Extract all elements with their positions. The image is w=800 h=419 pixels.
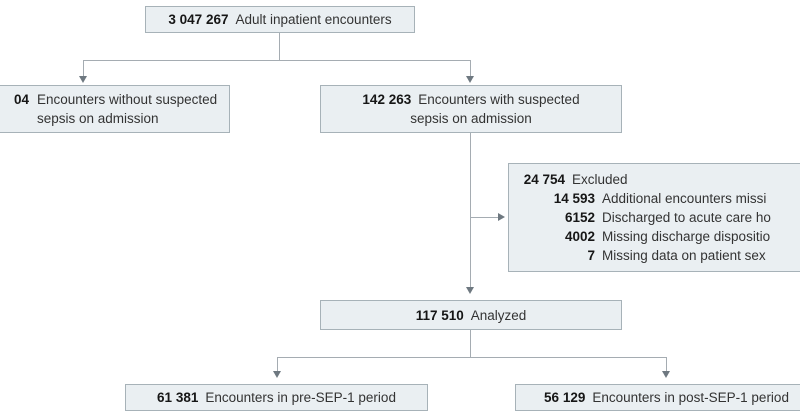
label-excluded: Excluded [572, 172, 628, 187]
connector-right-drop [470, 60, 471, 76]
label-with-suspected-sepsis-line2: sepsis on admission [410, 111, 532, 126]
box-post-sep1-period: 56 129 Encounters in post-SEP-1 period [515, 384, 800, 411]
connector-sepsis-to-analyzed [470, 133, 471, 287]
excluded-item-row: 14 593 Additional encounters missi [517, 189, 800, 208]
count-analyzed: 117 510 [415, 307, 464, 323]
count-post-sep1: 56 129 [544, 390, 586, 405]
box-with-suspected-sepsis: 142 263 Encounters with suspected sepsis… [320, 85, 622, 133]
box-analyzed: 117 510 Analyzed [320, 300, 622, 330]
count-missing-encounters: 14 593 [553, 191, 595, 206]
label-analyzed: Analyzed [470, 307, 527, 323]
label-missing-disposition: Missing discharge dispositio [602, 229, 771, 244]
connector-pre-drop [277, 357, 278, 371]
box-adult-inpatient-encounters: 3 047 267 Adult inpatient encounters [145, 6, 415, 33]
connector-top-stem [279, 33, 280, 60]
arrowhead-down-icon [466, 76, 474, 83]
excluded-item-row: 7 Missing data on patient sex [517, 246, 800, 265]
arrowhead-down-icon [466, 287, 474, 294]
connector-left-drop [83, 60, 84, 76]
count-missing-sex: 7 [587, 248, 595, 263]
label-adult-inpatient: Adult inpatient encounters [235, 12, 392, 27]
excluded-item-row: 4002 Missing discharge dispositio [517, 227, 800, 246]
connector-post-drop [666, 357, 667, 371]
count-discharged-acute: 6152 [564, 210, 595, 225]
label-post-sep1: Encounters in post-SEP-1 period [592, 390, 789, 405]
count-pre-sep1: 61 381 [157, 390, 199, 405]
excluded-header-row: 24 754 Excluded [517, 170, 800, 189]
box-excluded: 24 754 Excluded 14 593 Additional encoun… [508, 163, 800, 272]
label-without-suspected-sepsis: Encounters without suspected sepsis on ad… [37, 92, 218, 126]
count-adult-inpatient: 3 047 267 [168, 12, 229, 27]
arrowhead-down-icon [273, 371, 281, 378]
count-excluded: 24 754 [523, 172, 565, 187]
connector-bottom-split [277, 357, 667, 358]
excluded-item-row: 6152 Discharged to acute care ho [517, 208, 800, 227]
box-without-suspected-sepsis: 04 Encounters without suspected sepsis on… [0, 85, 230, 133]
label-discharged-acute: Discharged to acute care ho [602, 210, 771, 225]
label-pre-sep1: Encounters in pre-SEP-1 period [205, 390, 396, 405]
connector-top-split [83, 60, 471, 61]
arrowhead-down-icon [79, 76, 87, 83]
arrowhead-right-icon [498, 213, 505, 221]
count-without-suspected-sepsis: 04 [13, 92, 29, 107]
arrowhead-down-icon [662, 371, 670, 378]
count-missing-disposition: 4002 [564, 229, 595, 244]
connector-analyzed-stem [470, 330, 471, 357]
label-missing-sex: Missing data on patient sex [602, 248, 766, 263]
connector-excluded-branch [471, 217, 498, 218]
label-missing-encounters: Additional encounters missi [602, 191, 767, 206]
label-with-suspected-sepsis: Encounters with suspected [418, 92, 580, 107]
box-pre-sep1-period: 61 381 Encounters in pre-SEP-1 period [125, 384, 428, 411]
count-with-suspected-sepsis: 142 263 [362, 92, 412, 107]
